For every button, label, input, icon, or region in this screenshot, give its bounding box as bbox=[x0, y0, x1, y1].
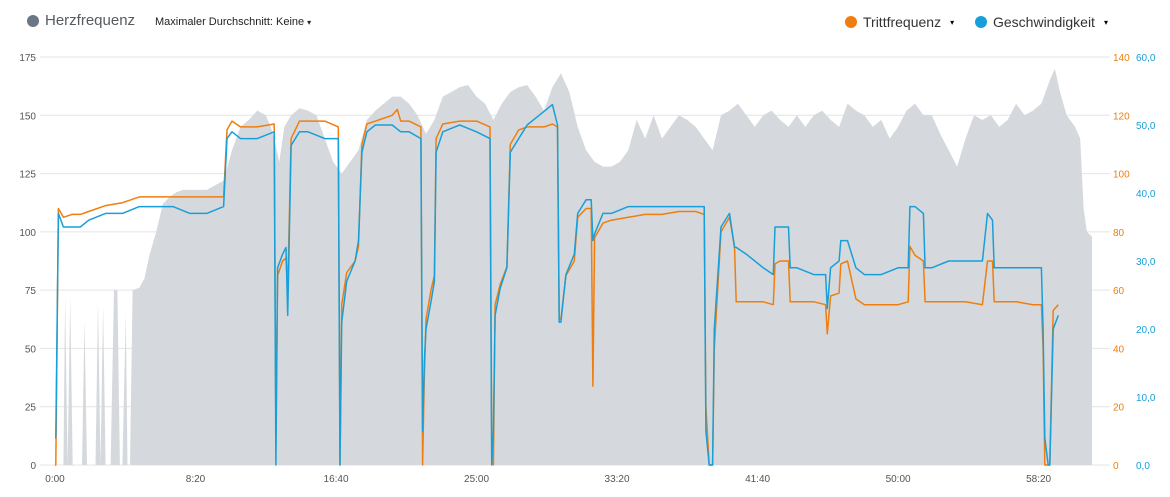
x-tick-label: 41:40 bbox=[745, 474, 770, 485]
legend-heart-rate-label: Herzfrequenz bbox=[45, 12, 136, 29]
speed-line bbox=[55, 103, 1060, 466]
axis-layer: 0 25 50 75 100 125 150 175 0 20 40 60 80 100 120 140 0,0… bbox=[19, 53, 1156, 485]
heart-rate-dot-icon bbox=[27, 14, 39, 27]
x-tick-label: 0:00 bbox=[45, 474, 65, 485]
x-tick-label: 33:20 bbox=[605, 474, 630, 485]
legend-speed-label: Geschwindigkeit bbox=[993, 14, 1095, 30]
y-cadence-tick-label: 120 bbox=[1113, 111, 1130, 122]
heart-rate-area bbox=[55, 68, 1092, 465]
y-speed-tick-label: 60,0 bbox=[1136, 53, 1156, 64]
cadence-line bbox=[55, 108, 1059, 466]
y-left-tick-label: 100 bbox=[19, 228, 36, 239]
y-cadence-tick-label: 140 bbox=[1113, 53, 1130, 64]
speed-dot-icon bbox=[975, 16, 987, 28]
legend-heart-rate[interactable]: Herzfrequenz bbox=[27, 12, 135, 29]
y-speed-tick-label: 40,0 bbox=[1136, 189, 1156, 200]
y-left-tick-label: 125 bbox=[19, 170, 36, 181]
heart-rate-area-layer bbox=[55, 68, 1092, 465]
y-speed-tick-label: 50,0 bbox=[1136, 121, 1156, 132]
legend-cadence[interactable]: Trittfrequenz ▾ bbox=[845, 14, 954, 30]
y-left-tick-label: 25 bbox=[25, 403, 37, 414]
y-speed-tick-label: 0,0 bbox=[1136, 461, 1150, 472]
cadence-dot-icon bbox=[845, 16, 857, 28]
y-left-tick-label: 150 bbox=[19, 111, 36, 122]
x-tick-label: 16:40 bbox=[324, 474, 349, 485]
max-average-label: Maximaler Durchschnitt: Keine bbox=[155, 16, 305, 28]
caret-down-icon: ▾ bbox=[307, 18, 312, 27]
x-tick-label: 25:00 bbox=[464, 474, 489, 485]
x-tick-label: 58:20 bbox=[1026, 474, 1051, 485]
y-left-tick-label: 75 bbox=[25, 286, 37, 297]
y-speed-tick-label: 10,0 bbox=[1136, 393, 1156, 404]
y-cadence-tick-label: 80 bbox=[1113, 228, 1125, 239]
legend-speed[interactable]: Geschwindigkeit ▾ bbox=[975, 14, 1108, 30]
y-cadence-tick-label: 20 bbox=[1113, 403, 1125, 414]
y-left-tick-label: 175 bbox=[19, 53, 36, 64]
y-cadence-tick-label: 100 bbox=[1113, 170, 1130, 181]
x-tick-label: 50:00 bbox=[886, 474, 911, 485]
y-cadence-tick-label: 0 bbox=[1113, 461, 1119, 472]
y-cadence-tick-label: 40 bbox=[1113, 344, 1125, 355]
y-speed-tick-label: 20,0 bbox=[1136, 325, 1156, 336]
y-cadence-tick-label: 60 bbox=[1113, 286, 1125, 297]
y-speed-tick-label: 30,0 bbox=[1136, 257, 1156, 268]
y-left-tick-label: 50 bbox=[25, 344, 37, 355]
caret-down-icon: ▾ bbox=[1103, 17, 1108, 27]
line-layer bbox=[55, 103, 1060, 466]
y-left-tick-label: 0 bbox=[30, 461, 36, 472]
legend-cadence-label: Trittfrequenz bbox=[863, 14, 942, 30]
max-average-dropdown[interactable]: Maximaler Durchschnitt: Keine ▾ bbox=[155, 16, 311, 28]
x-tick-label: 8:20 bbox=[186, 474, 206, 485]
caret-down-icon: ▾ bbox=[950, 17, 955, 27]
